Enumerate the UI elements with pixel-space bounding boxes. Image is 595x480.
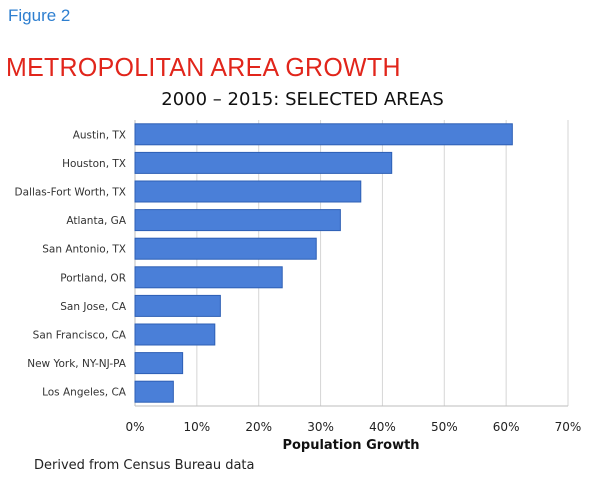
category-label: Portland, OR [60,272,126,284]
category-label: San Francisco, CA [33,330,127,342]
bar [135,181,361,202]
category-labels: Austin, TX Houston, TX Dallas-Fort Worth, … [15,129,127,398]
bar [135,210,340,231]
x-axis-label: Population Growth [282,438,419,453]
category-label: San Antonio, TX [42,244,126,256]
category-label: Los Angeles, CA [42,387,127,399]
x-tick-label: 20% [245,420,272,434]
bar [135,267,282,288]
x-tick-label: 60% [493,420,520,434]
bar [135,238,316,259]
category-label: Dallas-Fort Worth, TX [15,187,126,199]
bar [135,353,183,374]
bar [135,381,173,402]
x-tick-labels: 0% 10% 20% 30% 40% 50% 60% 70% [125,420,581,434]
bar [135,295,220,316]
source-note: Derived from Census Bureau data [34,458,255,473]
bar [135,324,215,345]
bar [135,152,392,173]
category-label: San Jose, CA [60,301,127,313]
category-label: Austin, TX [73,129,126,141]
category-label: Houston, TX [62,158,126,170]
x-tick-label: 0% [125,420,144,434]
category-label: Atlanta, GA [66,215,126,227]
bar [135,124,512,145]
bars [135,124,512,402]
x-tick-label: 40% [369,420,396,434]
category-label: New York, NY-NJ-PA [27,358,127,370]
x-tick-label: 10% [184,420,211,434]
x-tick-label: 50% [431,420,458,434]
x-tick-label: 70% [555,420,582,434]
x-tick-label: 30% [307,420,334,434]
